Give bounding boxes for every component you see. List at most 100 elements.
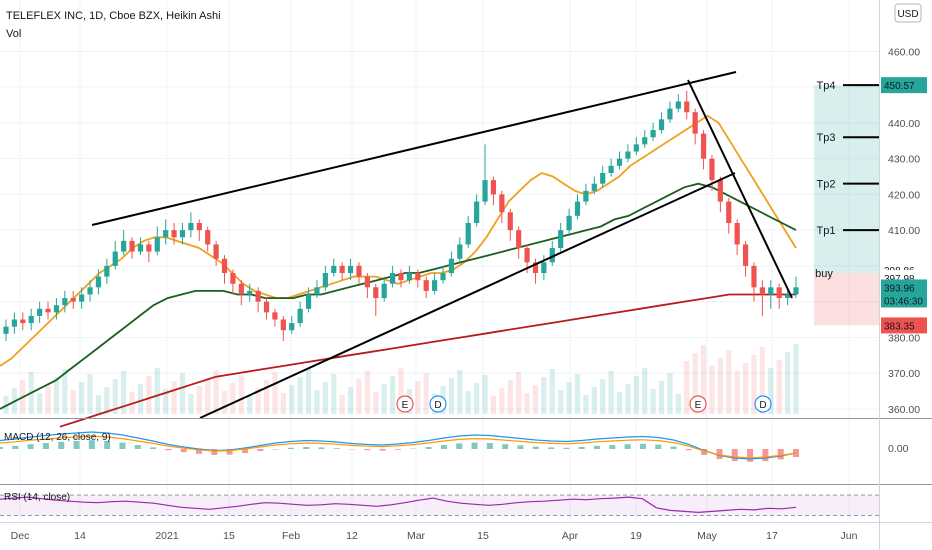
macd-hist-bar	[441, 445, 447, 449]
candle-body	[735, 223, 740, 244]
volume-bar	[575, 374, 580, 414]
volume-bar	[735, 371, 740, 414]
macd-hist-bar	[671, 447, 677, 449]
candle-body	[155, 237, 160, 251]
volume-bar	[482, 375, 487, 414]
time-tick-label: Jun	[841, 530, 858, 542]
event-marker-label: D	[434, 400, 441, 411]
volume-bar	[676, 394, 681, 414]
rsi-label: RSI (14, close)	[4, 492, 70, 503]
candle-body	[222, 259, 227, 273]
macd-hist-bar	[426, 447, 432, 449]
macd-hist-bar	[747, 449, 753, 462]
candle-body	[793, 287, 798, 294]
volume-bar	[373, 392, 378, 414]
macd-hist-bar	[625, 444, 631, 449]
time-tick-label: 2021	[155, 530, 179, 542]
volume-label: Vol	[6, 28, 21, 40]
volume-bar	[550, 369, 555, 414]
candle-body	[617, 159, 622, 166]
candle-body	[171, 230, 176, 237]
candle-body	[609, 166, 614, 173]
candle-body	[104, 266, 109, 277]
macd-hist-bar	[288, 448, 294, 449]
macd-hist-bar	[762, 449, 768, 461]
volume-bar	[390, 376, 395, 414]
candle-body	[281, 320, 286, 331]
volume-bar	[625, 384, 630, 414]
volume-bar	[667, 373, 672, 414]
volume-bar	[356, 379, 361, 414]
volume-bar	[37, 393, 42, 414]
time-tick-label: 19	[630, 530, 642, 542]
candle-body	[12, 320, 17, 327]
volume-bar	[79, 382, 84, 414]
volume-bar	[306, 369, 311, 414]
volume-bar	[45, 385, 50, 414]
candle-body	[466, 223, 471, 244]
time-tick-label: Mar	[407, 530, 426, 542]
candle-body	[264, 302, 269, 313]
candle-body	[272, 312, 277, 319]
candle-body	[743, 244, 748, 265]
candle-body	[62, 298, 67, 305]
candle-body	[306, 294, 311, 308]
candle-body	[718, 180, 723, 201]
candle-body	[516, 230, 521, 248]
macd-hist-bar	[181, 449, 187, 452]
volume-bar	[718, 358, 723, 414]
macd-hist-bar	[257, 449, 263, 451]
volume-bar	[365, 371, 370, 414]
candle-body	[289, 323, 294, 330]
price-tick-label: 410.00	[888, 225, 920, 237]
volume-bar	[793, 344, 798, 414]
candle-body	[323, 273, 328, 287]
macd-hist-bar	[456, 443, 462, 449]
rsi-pane	[0, 495, 879, 515]
macd-hist-bar	[548, 447, 554, 449]
volume-bar	[508, 380, 513, 414]
volume-bar	[499, 388, 504, 414]
volume-bar	[659, 381, 664, 414]
macd-hist-bar	[778, 449, 784, 459]
volume-bar	[272, 372, 277, 414]
candle-body	[163, 230, 168, 237]
candle-body	[45, 309, 50, 313]
volume-bar	[457, 370, 462, 414]
candle-body	[205, 230, 210, 244]
tp-label: Tp2	[817, 179, 836, 191]
volume-bar	[247, 396, 252, 414]
price-tick-label: 360.00	[888, 404, 920, 416]
macd-hist-bar	[364, 449, 370, 450]
time-tick-label: 17	[766, 530, 778, 542]
candle-body	[390, 273, 395, 284]
volume-bar	[197, 386, 202, 414]
candle-body	[785, 294, 790, 298]
candle-body	[298, 309, 303, 323]
volume-bar	[583, 395, 588, 414]
macd-hist-bar	[732, 449, 738, 461]
candle-body	[482, 180, 487, 201]
macd-hist-bar	[150, 447, 156, 449]
stop-zone	[814, 273, 879, 325]
candle-body	[331, 266, 336, 273]
price-tick-label: 430.00	[888, 154, 920, 166]
candle-body	[87, 287, 92, 294]
candle-body	[29, 316, 34, 323]
macd-hist-bar	[119, 443, 125, 449]
volume-bar	[533, 385, 538, 414]
macd-hist-bar	[43, 443, 49, 449]
candle-body	[449, 259, 454, 273]
candle-body	[54, 305, 59, 312]
volume-bar	[289, 385, 294, 414]
currency-label: USD	[897, 9, 918, 20]
last-price-label: 393.96	[884, 283, 915, 294]
macd-hist-bar	[165, 449, 171, 450]
candle-body	[659, 119, 664, 130]
macd-hist-bar	[472, 443, 478, 449]
candle-body	[256, 291, 261, 302]
last-price-label-extra: 03:46:30	[884, 296, 923, 307]
macd-hist-bar	[655, 445, 661, 449]
